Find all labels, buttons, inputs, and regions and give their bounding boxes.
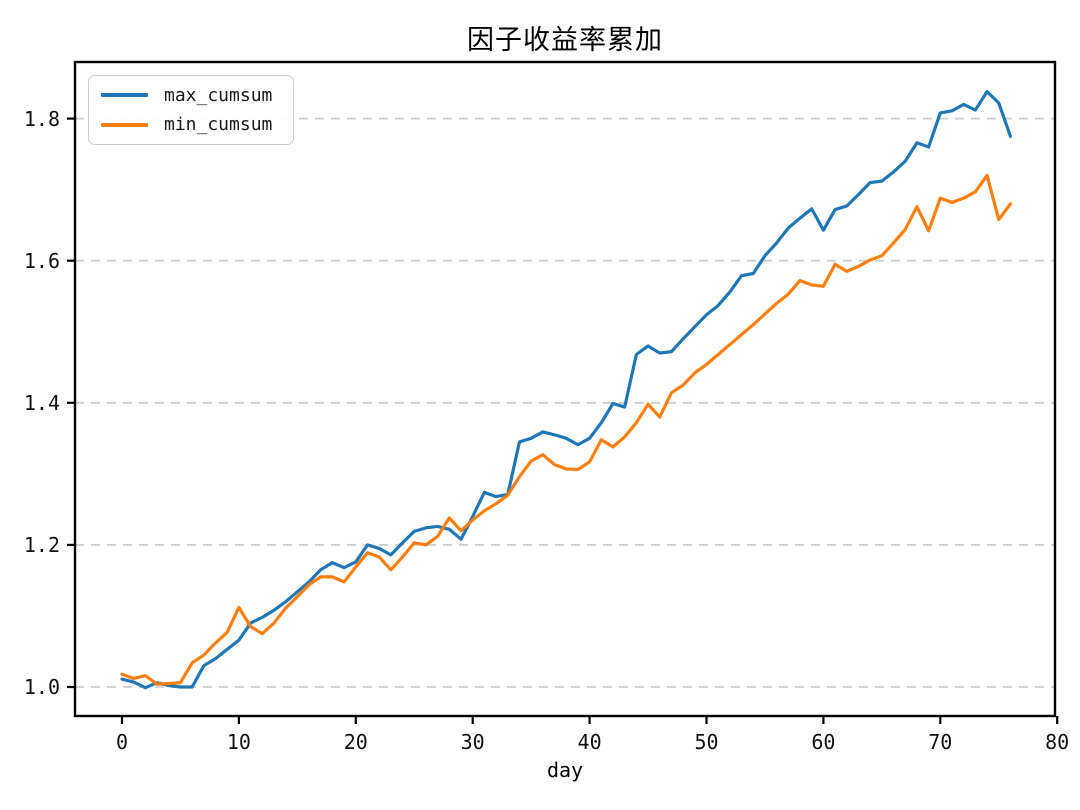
y-tick-label: 1.2 — [23, 532, 60, 557]
legend: max_cumsum min_cumsum — [88, 75, 294, 145]
x-tick-label: 80 — [1045, 730, 1070, 754]
y-tick-label: 1.6 — [23, 248, 60, 273]
max-cumsum-swatch-line — [101, 93, 148, 97]
x-tick-label: 30 — [460, 730, 485, 754]
x-tick-label: 20 — [343, 730, 368, 754]
y-tick-label: 1.4 — [23, 390, 60, 415]
x-tick-label: 70 — [928, 730, 953, 754]
x-tick-label: 60 — [811, 730, 836, 754]
y-tick-label: 1.0 — [23, 675, 60, 699]
x-tick-label: 0 — [115, 730, 129, 754]
y-tick-label: 1.8 — [23, 106, 60, 131]
legend-entry-max: max_cumsum — [89, 85, 293, 106]
plot-border — [73, 60, 1057, 718]
x-tick-label: 10 — [226, 730, 251, 754]
legend-entry-min: min_cumsum — [89, 114, 293, 135]
chart-title: 因子收益率累加 — [467, 25, 663, 56]
legend-label: max_cumsum — [164, 84, 273, 106]
min-cumsum-swatch-line — [101, 123, 148, 127]
min-cumsum-line — [120, 173, 1013, 686]
legend-label: min_cumsum — [164, 114, 273, 136]
x-axis-label: day — [546, 758, 584, 782]
max-cumsum-line — [120, 90, 1013, 690]
x-tick-label: 50 — [694, 730, 719, 754]
x-tick-label: 40 — [577, 730, 602, 754]
